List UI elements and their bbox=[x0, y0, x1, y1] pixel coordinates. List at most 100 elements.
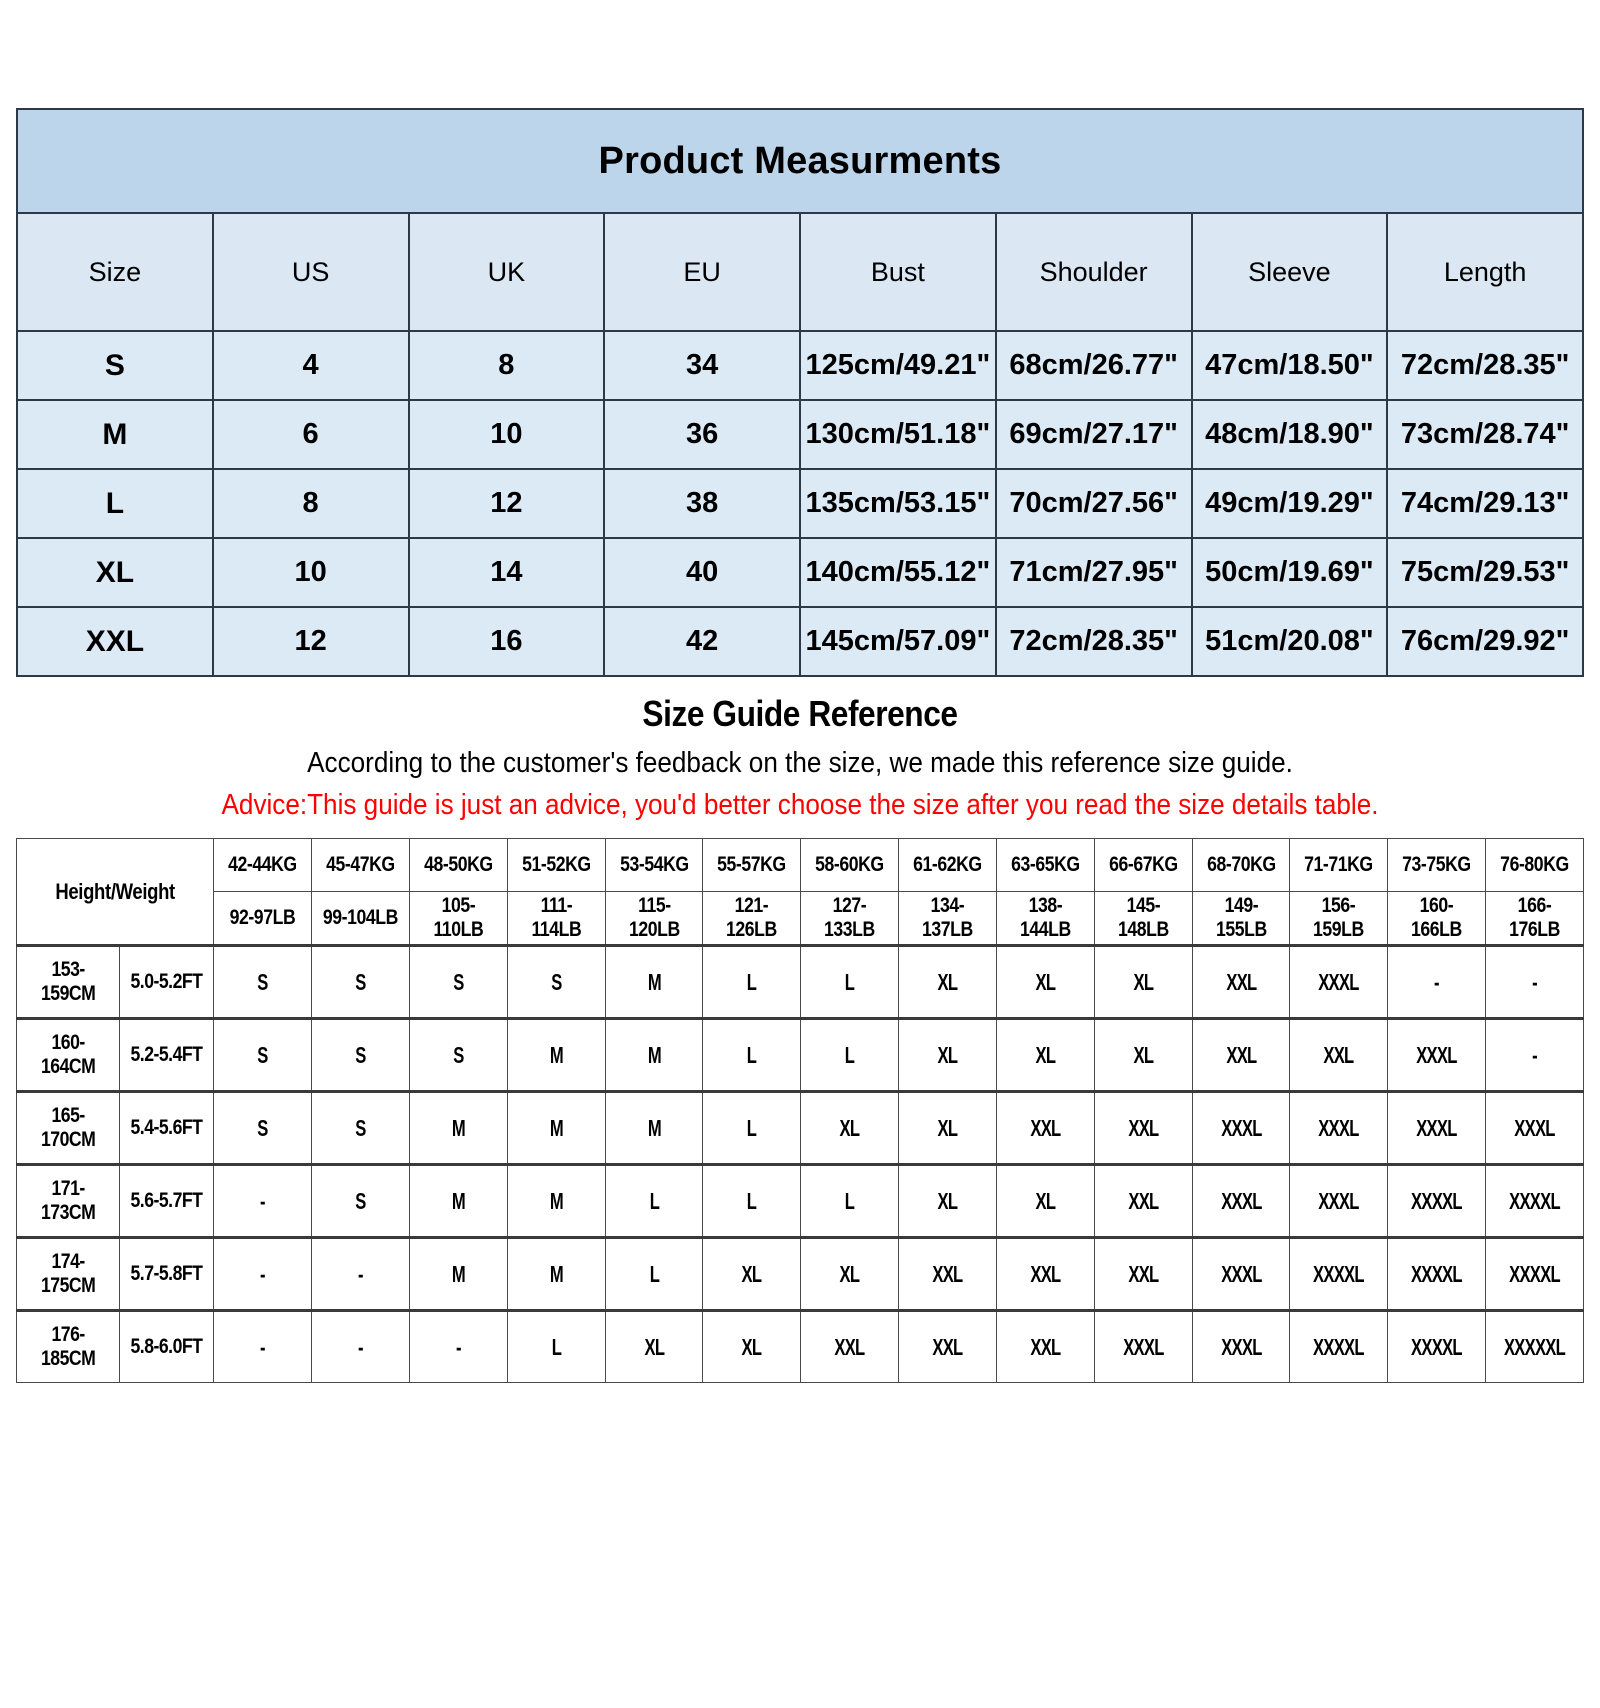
recommended-size-cell: XL bbox=[898, 1090, 997, 1165]
recommended-size-cell: XL bbox=[898, 1017, 997, 1092]
recommended-size-cell: S bbox=[311, 1017, 410, 1092]
cell-bust: 145cm/57.09" bbox=[799, 606, 997, 677]
weight-kg-header: 58-60KG bbox=[800, 838, 900, 892]
column-header-sleeve: Sleeve bbox=[1190, 212, 1389, 332]
recommended-size-cell: XL bbox=[702, 1236, 802, 1311]
recommended-size-cell: XXXXL bbox=[1485, 1163, 1584, 1238]
recommended-size-cell: XXL bbox=[898, 1309, 997, 1383]
cell-bust: 125cm/49.21" bbox=[799, 330, 997, 401]
recommended-size-cell: XL bbox=[898, 1163, 997, 1238]
recommended-size-cell: L bbox=[702, 944, 802, 1019]
recommended-size-cell: M bbox=[506, 1017, 606, 1092]
cell-uk: 10 bbox=[407, 399, 606, 470]
table-row: S 4 8 34 125cm/49.21" 68cm/26.77" 47cm/18.50" 7… bbox=[16, 330, 1584, 401]
cell-length: 76cm/29.92" bbox=[1386, 606, 1584, 677]
cell-sleeve: 48cm/18.90" bbox=[1190, 399, 1389, 470]
cell-eu: 40 bbox=[603, 537, 801, 608]
product-measurements-section: Product Measurments Size US UK EU Bust S… bbox=[16, 108, 1584, 677]
recommended-size-cell: M bbox=[506, 1236, 606, 1311]
cell-us: 6 bbox=[211, 399, 410, 470]
recommended-size-cell: XXXXL bbox=[1485, 1236, 1584, 1311]
weight-kg-header: 66-67KG bbox=[1093, 838, 1193, 892]
column-header-shoulder: Shoulder bbox=[994, 212, 1193, 332]
weight-kg-header: 55-57KG bbox=[702, 838, 802, 892]
recommended-size-cell: S bbox=[213, 1017, 313, 1092]
recommended-size-cell: S bbox=[408, 1017, 508, 1092]
recommended-size-cell: XXXXL bbox=[1289, 1236, 1389, 1311]
recommended-size-cell: - bbox=[1485, 1017, 1584, 1092]
recommended-size-cell: XL bbox=[702, 1309, 802, 1383]
cell-length: 75cm/29.53" bbox=[1386, 537, 1584, 608]
cell-size: XL bbox=[16, 537, 214, 608]
weight-lb-header: 111-114LB bbox=[506, 891, 606, 946]
recommended-size-cell: S bbox=[311, 944, 410, 1019]
product-measurements-title-row: Product Measurments bbox=[16, 108, 1584, 214]
size-guide-advice: Advice:This guide is just an advice, you… bbox=[221, 789, 1379, 821]
cell-uk: 16 bbox=[407, 606, 606, 677]
weight-lb-header: 121-126LB bbox=[702, 891, 802, 946]
recommended-size-cell: S bbox=[213, 1090, 313, 1165]
height-cm-cell: 160-164CM bbox=[15, 1017, 121, 1092]
size-chart-page: Product Measurments Size US UK EU Bust S… bbox=[0, 108, 1600, 1708]
recommended-size-cell: XL bbox=[800, 1236, 900, 1311]
recommended-size-cell: XL bbox=[1093, 944, 1193, 1019]
size-guide-title: Size Guide Reference bbox=[642, 693, 958, 734]
recommended-size-cell: XXL bbox=[898, 1236, 997, 1311]
weight-kg-header: 48-50KG bbox=[408, 838, 508, 892]
height-cm-cell: 176-185CM bbox=[15, 1309, 121, 1383]
column-header-uk: UK bbox=[407, 212, 606, 332]
height-cm-cell: 153-159CM bbox=[15, 944, 121, 1019]
recommended-size-cell: XXXXL bbox=[1289, 1309, 1389, 1383]
column-header-length: Length bbox=[1386, 212, 1584, 332]
recommended-size-cell: XXL bbox=[995, 1236, 1095, 1311]
recommended-size-cell: XL bbox=[995, 1017, 1095, 1092]
column-header-size: Size bbox=[16, 212, 214, 332]
recommended-size-cell: L bbox=[702, 1090, 802, 1165]
size-guide-subtitle: According to the customer's feedback on … bbox=[307, 747, 1293, 779]
cell-size: S bbox=[16, 330, 214, 401]
cell-us: 12 bbox=[211, 606, 410, 677]
cell-eu: 36 bbox=[603, 399, 801, 470]
recommended-size-cell: XXL bbox=[1093, 1236, 1193, 1311]
recommended-size-cell: XXL bbox=[800, 1309, 900, 1383]
recommended-size-cell: XXXL bbox=[1485, 1090, 1584, 1165]
weight-kg-header: 68-70KG bbox=[1191, 838, 1291, 892]
column-header-us: US bbox=[211, 212, 410, 332]
cell-sleeve: 47cm/18.50" bbox=[1190, 330, 1389, 401]
recommended-size-cell: XXL bbox=[1093, 1163, 1193, 1238]
table-row: XXL 12 16 42 145cm/57.09" 72cm/28.35" 51cm/20.… bbox=[16, 606, 1584, 677]
recommended-size-cell: XXL bbox=[995, 1309, 1095, 1383]
recommended-size-cell: M bbox=[604, 944, 704, 1019]
recommended-size-cell: S bbox=[213, 944, 313, 1019]
weight-lb-header: 149-155LB bbox=[1191, 891, 1291, 946]
weight-kg-header: 42-44KG bbox=[213, 838, 313, 892]
product-measurements-title: Product Measurments bbox=[16, 108, 1584, 214]
recommended-size-cell: XXL bbox=[1191, 1017, 1291, 1092]
recommended-size-cell: - bbox=[1387, 944, 1486, 1019]
cell-size: L bbox=[16, 468, 214, 539]
recommended-size-cell: XXXL bbox=[1289, 1090, 1389, 1165]
height-ft-cell: 5.4-5.6FT bbox=[119, 1090, 215, 1165]
recommended-size-cell: - bbox=[213, 1163, 313, 1238]
recommended-size-cell: - bbox=[311, 1236, 410, 1311]
weight-kg-header: 63-65KG bbox=[995, 838, 1095, 892]
weight-lb-header: 138-144LB bbox=[995, 891, 1095, 946]
recommended-size-cell: M bbox=[408, 1090, 508, 1165]
recommended-size-cell: XXXL bbox=[1191, 1163, 1291, 1238]
recommended-size-cell: S bbox=[408, 944, 508, 1019]
recommended-size-cell: L bbox=[800, 944, 900, 1019]
recommended-size-cell: XXXXXL bbox=[1485, 1309, 1584, 1383]
cell-sleeve: 50cm/19.69" bbox=[1190, 537, 1389, 608]
cell-eu: 34 bbox=[603, 330, 801, 401]
height-ft-cell: 5.2-5.4FT bbox=[119, 1017, 215, 1092]
table-row: 176-185CM 5.8-6.0FT - - - L XL XL XXL XXL XXL XXXL X… bbox=[15, 1309, 1584, 1383]
height-cm-cell: 174-175CM bbox=[15, 1236, 121, 1311]
recommended-size-cell: XXXXL bbox=[1387, 1309, 1486, 1383]
recommended-size-cell: XXL bbox=[1093, 1090, 1193, 1165]
recommended-size-cell: - bbox=[408, 1309, 508, 1383]
recommended-size-cell: XXXL bbox=[1289, 944, 1389, 1019]
weight-lb-header: 166-176LB bbox=[1485, 891, 1584, 946]
weight-lb-header-row: 92-97LB 99-104LB 105-110LB 111-114LB 115-120… bbox=[17, 891, 1584, 946]
recommended-size-cell: XL bbox=[800, 1090, 900, 1165]
cell-shoulder: 69cm/27.17" bbox=[994, 399, 1193, 470]
